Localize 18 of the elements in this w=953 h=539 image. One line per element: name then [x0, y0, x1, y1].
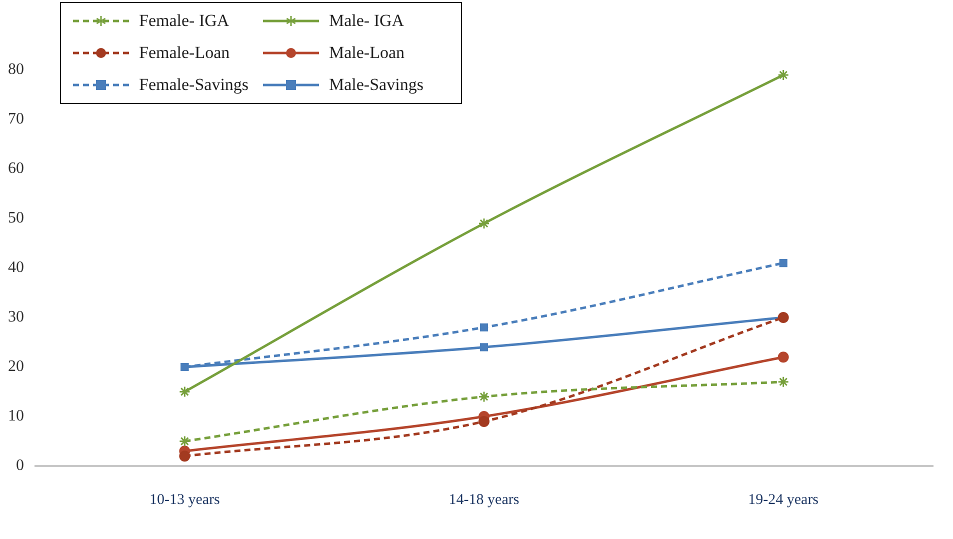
y-tick-label: 0	[16, 457, 24, 474]
x-tick-label: 10-13 years	[149, 492, 220, 508]
legend-label: Male- IGA	[329, 11, 404, 31]
y-tick-label: 40	[8, 259, 24, 276]
x-tick-label: 14-18 years	[448, 492, 520, 508]
legend-label: Female-Savings	[139, 75, 249, 95]
legend-label: Male-Loan	[329, 43, 405, 63]
y-tick-label: 50	[8, 210, 24, 227]
y-tick-label: 80	[8, 61, 24, 78]
legend-label: Female-Loan	[139, 43, 230, 63]
y-tick-label: 20	[8, 358, 24, 376]
legend-label: Male-Savings	[329, 75, 424, 95]
y-tick-label: 70	[8, 110, 24, 128]
y-tick-label: 60	[8, 160, 24, 178]
x-tick-label: 19-24 years	[748, 492, 819, 508]
y-tick-label: 30	[8, 308, 24, 326]
legend-label: Female- IGA	[139, 11, 230, 31]
y-tick-label: 10	[8, 408, 24, 425]
